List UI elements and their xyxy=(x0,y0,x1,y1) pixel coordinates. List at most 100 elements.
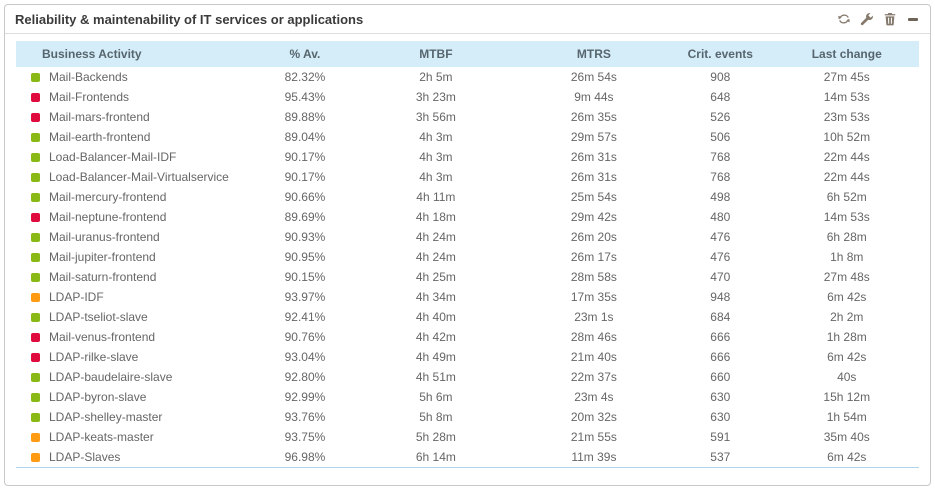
business-activity-cell: LDAP-IDF xyxy=(16,287,260,307)
mtbf-cell: 4h 34m xyxy=(415,290,456,304)
business-activity-cell: Mail-jupiter-frontend xyxy=(16,247,260,267)
availability-cell: 90.76% xyxy=(284,330,326,344)
crit-events-cell: 666 xyxy=(710,350,731,364)
mtrs-cell: 25m 54s xyxy=(570,190,617,204)
mtbf-cell: 4h 18m xyxy=(415,210,456,224)
mtbf-cell: 4h 49m xyxy=(415,350,456,364)
table-row[interactable]: LDAP-Slaves 96.98% 6h 14m 11m 39s 537 6m 42s xyxy=(16,447,919,468)
crit-events-cell: 537 xyxy=(710,450,731,464)
table-row[interactable]: Mail-saturn-frontend 90.15% 4h 25m 28m 58s 4… xyxy=(16,267,919,287)
mtrs-cell: 20m 32s xyxy=(570,410,617,424)
mtrs-cell: 29m 57s xyxy=(570,130,617,144)
widget-controls xyxy=(836,12,920,27)
last-change-cell: 6h 52m xyxy=(826,190,867,204)
status-ok-icon xyxy=(31,153,40,162)
business-activity-cell: Mail-mars-frontend xyxy=(16,107,260,127)
last-change-cell: 1h 8m xyxy=(830,250,864,264)
column-header-mtbf: MTBF xyxy=(350,41,522,67)
column-header-business-activity: Business Activity xyxy=(16,41,260,67)
table-row[interactable]: Mail-uranus-frontend 90.93% 4h 24m 26m 20s 4… xyxy=(16,227,919,247)
column-header-crit-events: Crit. events xyxy=(666,41,775,67)
business-activity-cell: Mail-mercury-frontend xyxy=(16,187,260,207)
configure-button[interactable] xyxy=(859,12,874,27)
availability-cell: 90.17% xyxy=(284,170,326,184)
business-activity-name: LDAP-baudelaire-slave xyxy=(49,370,173,384)
widget-header: Reliability & maintenability of IT servi… xyxy=(5,5,930,34)
last-change-cell: 40s xyxy=(837,370,857,384)
mtrs-cell: 9m 44s xyxy=(574,90,614,104)
mtrs-cell: 17m 35s xyxy=(570,290,617,304)
mtrs-cell: 26m 31s xyxy=(570,150,617,164)
widget-title: Reliability & maintenability of IT servi… xyxy=(15,11,364,27)
table-row[interactable]: Mail-jupiter-frontend 90.95% 4h 24m 26m 17s… xyxy=(16,247,919,267)
last-change-cell: 1h 54m xyxy=(826,410,867,424)
table-row[interactable]: LDAP-byron-slave 92.99% 5h 6m 23m 4s 630 15h … xyxy=(16,387,919,407)
refresh-icon xyxy=(837,14,850,24)
status-ok-icon xyxy=(31,233,40,242)
availability-cell: 89.04% xyxy=(284,130,326,144)
last-change-cell: 1h 28m xyxy=(826,330,867,344)
availability-cell: 90.95% xyxy=(284,250,326,264)
crit-events-cell: 630 xyxy=(710,410,731,424)
status-ok-icon xyxy=(31,73,40,82)
refresh-button[interactable] xyxy=(836,12,851,27)
table-row[interactable]: Load-Balancer-Mail-IDF 90.17% 4h 3m 26m 31s… xyxy=(16,147,919,167)
availability-cell: 90.17% xyxy=(284,150,326,164)
mtbf-cell: 4h 51m xyxy=(415,370,456,384)
table-row[interactable]: Mail-Frontends 95.43% 3h 23m 9m 44s 648 14m 5… xyxy=(16,87,919,107)
collapse-button[interactable] xyxy=(905,12,920,27)
table-row[interactable]: Mail-Backends 82.32% 2h 5m 26m 54s 908 27m 45… xyxy=(16,67,919,87)
table-row[interactable]: LDAP-IDF 93.97% 4h 34m 17m 35s 948 6m 42s xyxy=(16,287,919,307)
business-activity-cell: Mail-venus-frontend xyxy=(16,327,260,347)
status-ok-icon xyxy=(31,373,40,382)
status-ok-icon xyxy=(31,193,40,202)
table-row[interactable]: LDAP-tseliot-slave 92.41% 4h 40m 23m 1s 684 2… xyxy=(16,307,919,327)
last-change-cell: 10h 52m xyxy=(823,130,871,144)
mtbf-cell: 5h 8m xyxy=(419,410,453,424)
last-change-cell: 6m 42s xyxy=(827,450,867,464)
table-row[interactable]: Mail-earth-frontend 89.04% 4h 3m 29m 57s 506… xyxy=(16,127,919,147)
mtbf-cell: 3h 56m xyxy=(415,110,456,124)
mtbf-cell: 4h 3m xyxy=(419,170,453,184)
availability-cell: 96.98% xyxy=(284,450,326,464)
business-activity-cell: LDAP-Slaves xyxy=(16,447,260,468)
crit-events-cell: 506 xyxy=(710,130,731,144)
mtbf-cell: 4h 42m xyxy=(415,330,456,344)
last-change-cell: 6m 42s xyxy=(827,290,867,304)
table-row[interactable]: Mail-neptune-frontend 89.69% 4h 18m 29m 42s… xyxy=(16,207,919,227)
table-row[interactable]: Mail-mars-frontend 89.88% 3h 56m 26m 35s 526… xyxy=(16,107,919,127)
crit-events-cell: 948 xyxy=(710,290,731,304)
business-activity-name: LDAP-byron-slave xyxy=(49,390,147,404)
availability-cell: 93.97% xyxy=(284,290,326,304)
crit-events-cell: 498 xyxy=(710,190,731,204)
business-activity-name: Mail-mercury-frontend xyxy=(49,190,167,204)
crit-events-cell: 648 xyxy=(710,90,731,104)
status-critical-icon xyxy=(31,333,40,342)
column-header-mtrs: MTRS xyxy=(521,41,667,67)
mtbf-cell: 4h 25m xyxy=(415,270,456,284)
business-activity-name: Mail-venus-frontend xyxy=(49,330,156,344)
table-row[interactable]: LDAP-rilke-slave 93.04% 4h 49m 21m 40s 666 6m… xyxy=(16,347,919,367)
table-header-row: Business Activity % Av. MTBF MTRS Crit. … xyxy=(16,41,919,67)
mtbf-cell: 6h 14m xyxy=(415,450,456,464)
status-warning-icon xyxy=(31,293,40,302)
business-activity-name: Load-Balancer-Mail-IDF xyxy=(49,150,177,164)
table-row[interactable]: Mail-venus-frontend 90.76% 4h 42m 28m 46s 66… xyxy=(16,327,919,347)
business-activity-name: LDAP-keats-master xyxy=(49,430,154,444)
column-header-last-change: Last change xyxy=(774,41,919,67)
table-row[interactable]: Load-Balancer-Mail-Virtualservice 90.17% 4… xyxy=(16,167,919,187)
table-row[interactable]: LDAP-keats-master 93.75% 5h 28m 21m 55s 591 3… xyxy=(16,427,919,447)
availability-cell: 89.88% xyxy=(284,110,326,124)
table-row[interactable]: LDAP-shelley-master 93.76% 5h 8m 20m 32s 630… xyxy=(16,407,919,427)
business-activity-cell: LDAP-byron-slave xyxy=(16,387,260,407)
availability-cell: 92.80% xyxy=(284,370,326,384)
business-activity-name: Mail-neptune-frontend xyxy=(49,210,167,224)
table-row[interactable]: Mail-mercury-frontend 90.66% 4h 11m 25m 54s… xyxy=(16,187,919,207)
status-ok-icon xyxy=(31,253,40,262)
availability-cell: 93.76% xyxy=(284,410,326,424)
table-row[interactable]: LDAP-baudelaire-slave 92.80% 4h 51m 22m 37s… xyxy=(16,367,919,387)
mtbf-cell: 4h 11m xyxy=(416,190,456,204)
business-activity-name: LDAP-rilke-slave xyxy=(49,350,139,364)
crit-events-cell: 768 xyxy=(710,150,731,164)
delete-button[interactable] xyxy=(882,12,897,27)
